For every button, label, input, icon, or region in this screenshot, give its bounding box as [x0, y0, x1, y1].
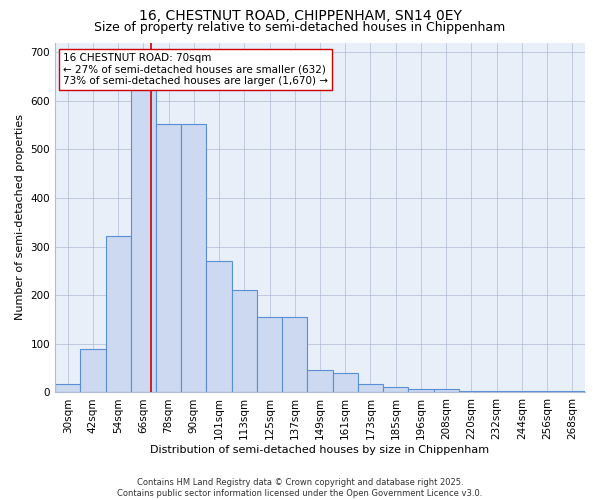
Bar — [206, 261, 232, 392]
Bar — [282, 317, 307, 392]
Bar — [131, 86, 156, 392]
Text: Contains HM Land Registry data © Crown copyright and database right 2025.
Contai: Contains HM Land Registry data © Crown c… — [118, 478, 482, 498]
Bar — [181, 124, 206, 392]
Text: 16 CHESTNUT ROAD: 70sqm
← 27% of semi-detached houses are smaller (632)
73% of s: 16 CHESTNUT ROAD: 70sqm ← 27% of semi-de… — [63, 53, 328, 86]
Bar — [535, 391, 560, 392]
Bar — [434, 388, 459, 392]
Bar — [409, 388, 434, 392]
Y-axis label: Number of semi-detached properties: Number of semi-detached properties — [15, 114, 25, 320]
X-axis label: Distribution of semi-detached houses by size in Chippenham: Distribution of semi-detached houses by … — [151, 445, 490, 455]
Bar — [156, 124, 181, 392]
Bar — [509, 391, 535, 392]
Bar — [459, 391, 484, 392]
Bar — [307, 370, 332, 392]
Bar — [332, 373, 358, 392]
Bar — [80, 348, 106, 393]
Bar — [257, 317, 282, 392]
Bar — [232, 290, 257, 392]
Bar — [106, 236, 131, 392]
Bar — [383, 386, 409, 392]
Bar — [55, 384, 80, 392]
Bar — [484, 391, 509, 392]
Text: Size of property relative to semi-detached houses in Chippenham: Size of property relative to semi-detach… — [94, 21, 506, 34]
Bar — [358, 384, 383, 392]
Bar — [560, 391, 585, 392]
Text: 16, CHESTNUT ROAD, CHIPPENHAM, SN14 0EY: 16, CHESTNUT ROAD, CHIPPENHAM, SN14 0EY — [139, 9, 461, 23]
